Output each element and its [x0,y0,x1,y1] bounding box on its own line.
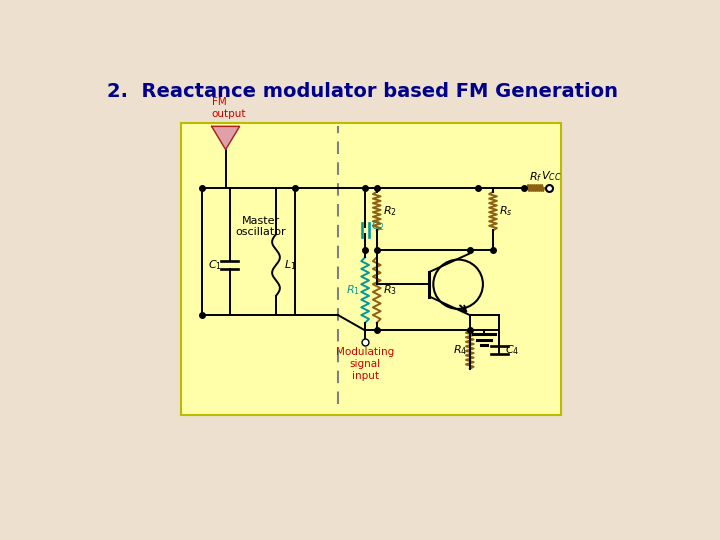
Text: $L_1$: $L_1$ [284,258,296,272]
Text: $V_{CC}$: $V_{CC}$ [541,169,562,183]
Text: $R_2$: $R_2$ [383,204,397,218]
Text: $R_4$: $R_4$ [453,343,467,356]
Text: $C_4$: $C_4$ [505,343,520,356]
Text: 2.  Reactance modulator based FM Generation: 2. Reactance modulator based FM Generati… [107,82,618,101]
Text: $R_1$: $R_1$ [346,283,360,297]
Text: $C_1$: $C_1$ [208,258,222,272]
FancyBboxPatch shape [181,123,561,415]
Text: Master
oscillator: Master oscillator [235,215,286,237]
Text: Modulating
signal
input: Modulating signal input [336,347,395,381]
Text: $R_s$: $R_s$ [499,204,513,218]
Text: $R_f$: $R_f$ [529,170,543,184]
Polygon shape [212,126,240,150]
Text: $R_3$: $R_3$ [383,283,397,297]
Text: $C_2$: $C_2$ [372,220,385,233]
Text: FM
output: FM output [212,97,246,119]
